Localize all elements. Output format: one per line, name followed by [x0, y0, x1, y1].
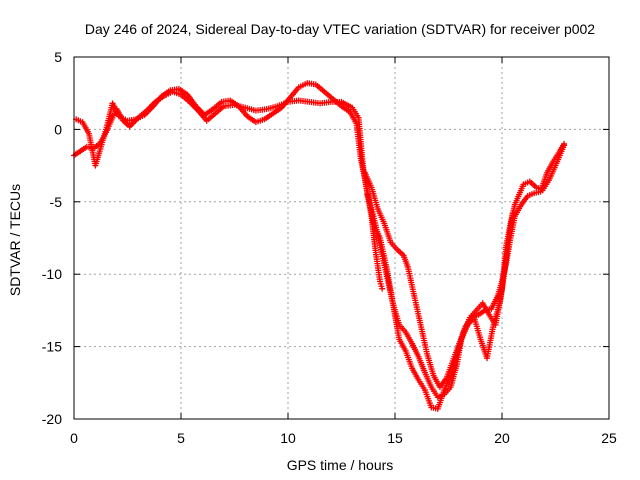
- x-tick-label: 10: [280, 430, 296, 446]
- y-tick-label: -20: [42, 411, 62, 427]
- series-track-3: [362, 140, 568, 391]
- data-point: [561, 140, 568, 147]
- series-track-4: [364, 191, 516, 401]
- y-axis-label: SDTVAR / TECUs: [7, 184, 23, 296]
- data-point: [129, 120, 136, 127]
- data-point: [509, 210, 516, 217]
- x-tick-label: 5: [177, 430, 185, 446]
- y-tick-label: -5: [50, 194, 63, 210]
- y-tick-label: -10: [42, 266, 62, 282]
- y-tick-label: 0: [54, 121, 62, 137]
- chart-title: Day 246 of 2024, Sidereal Day-to-day VTE…: [85, 21, 595, 37]
- y-tick-label: -15: [42, 339, 62, 355]
- series-track-1: [71, 88, 568, 412]
- x-axis-label: GPS time / hours: [287, 457, 394, 473]
- plot-frame: [73, 56, 610, 420]
- x-tick-label: 20: [494, 430, 510, 446]
- x-tick-label: 15: [387, 430, 403, 446]
- data-point: [379, 285, 386, 292]
- y-axis-ticks: -20 -15 -10 -5 0 5: [42, 49, 609, 427]
- series-track-2: [73, 80, 386, 292]
- x-tick-label: 25: [601, 430, 617, 446]
- x-axis-ticks: 0 5 10 15 20 25: [70, 57, 617, 446]
- y-tick-label: 5: [54, 49, 62, 65]
- data-points: [71, 80, 568, 412]
- x-tick-label: 0: [70, 430, 78, 446]
- grid-lines: [74, 57, 609, 419]
- data-point: [128, 122, 135, 129]
